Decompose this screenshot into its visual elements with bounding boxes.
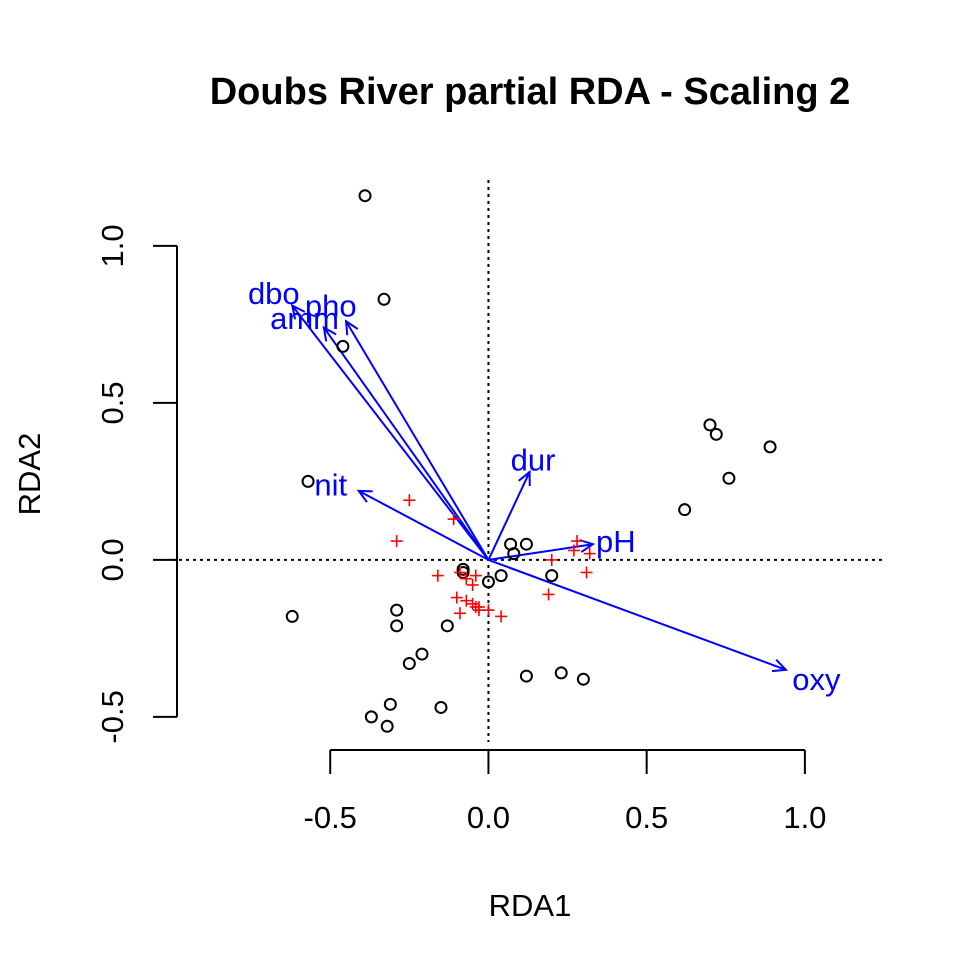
arrowhead-dur <box>518 469 531 487</box>
site-point <box>519 537 533 551</box>
plot-axes: -0.5 0.0 0.5 1.0 -0.5 0.0 0.5 1.0 <box>95 224 826 835</box>
site-point <box>364 710 378 724</box>
site-point <box>434 700 448 714</box>
species-point <box>542 588 555 601</box>
y-tick-label: 1.0 <box>95 224 130 267</box>
arrowhead-amm <box>322 325 337 342</box>
arrowhead-dbo <box>290 303 306 320</box>
arrow-label-pH: pH <box>596 524 636 559</box>
species-point <box>567 544 580 557</box>
site-point <box>709 427 723 441</box>
site-point <box>301 474 315 488</box>
zero-reference-lines <box>172 180 884 742</box>
species-point <box>453 566 466 579</box>
site-point <box>402 657 416 671</box>
species-point <box>460 572 473 585</box>
arrow-amm <box>323 326 490 561</box>
site-point <box>380 719 394 733</box>
site-point <box>383 697 397 711</box>
arrowhead-pH <box>579 539 596 553</box>
environmental-arrows <box>290 303 789 673</box>
arrowhead-oxy <box>771 659 789 673</box>
x-axis-label: RDA1 <box>489 888 572 923</box>
species-point <box>545 553 558 566</box>
site-point <box>377 292 391 306</box>
site-point <box>285 609 299 623</box>
site-point <box>703 418 717 432</box>
arrowhead-nit <box>356 489 373 503</box>
species-point <box>390 535 403 548</box>
arrow-label-amm: amm <box>270 301 339 336</box>
species-point <box>447 513 460 526</box>
arrow-pho <box>345 320 490 561</box>
species-point <box>453 607 466 620</box>
arrow-oxy <box>488 558 787 671</box>
species-point <box>466 597 479 610</box>
arrow-dur <box>487 471 531 561</box>
arrow-label-nit: nit <box>314 468 347 503</box>
site-point <box>576 672 590 686</box>
species-point <box>580 566 593 579</box>
site-point <box>545 569 559 583</box>
arrow-dbo <box>291 304 490 561</box>
species-point <box>482 604 495 617</box>
site-point <box>554 666 568 680</box>
x-tick-label: 0.5 <box>625 800 668 835</box>
arrow-nit <box>358 489 489 561</box>
site-point <box>507 547 521 561</box>
site-point <box>763 440 777 454</box>
arrow-label-dbo: dbo <box>248 276 300 311</box>
x-tick-label: 1.0 <box>783 800 826 835</box>
site-point <box>494 569 508 583</box>
species-point <box>403 494 416 507</box>
y-tick-label: 0.0 <box>95 538 130 581</box>
x-tick-label: -0.5 <box>304 800 357 835</box>
species-point <box>495 610 508 623</box>
y-axis-label: RDA2 <box>12 433 47 516</box>
species-point <box>450 591 463 604</box>
arrow-label-dur: dur <box>511 442 556 477</box>
y-tick-label: -0.5 <box>95 690 130 743</box>
chart-title: Doubs River partial RDA - Scaling 2 <box>210 71 851 113</box>
site-point <box>336 339 350 353</box>
species-point <box>469 569 482 582</box>
species-point <box>571 535 584 548</box>
arrow-label-pho: pho <box>305 289 357 324</box>
data-points <box>285 189 777 733</box>
site-point <box>415 647 429 661</box>
site-point <box>440 619 454 633</box>
site-point <box>390 619 404 633</box>
site-point <box>390 603 404 617</box>
site-point <box>519 669 533 683</box>
site-point <box>722 471 736 485</box>
y-tick-label: 0.5 <box>95 381 130 424</box>
site-point <box>678 503 692 517</box>
arrow-pH <box>488 543 594 561</box>
species-point <box>460 594 473 607</box>
species-point <box>466 579 479 592</box>
x-tick-label: 0.0 <box>467 800 510 835</box>
species-point <box>431 569 444 582</box>
site-point <box>481 575 495 589</box>
species-point <box>583 547 596 560</box>
arrowhead-pho <box>344 319 359 336</box>
site-point <box>358 189 372 203</box>
arrow-label-oxy: oxy <box>792 662 841 697</box>
